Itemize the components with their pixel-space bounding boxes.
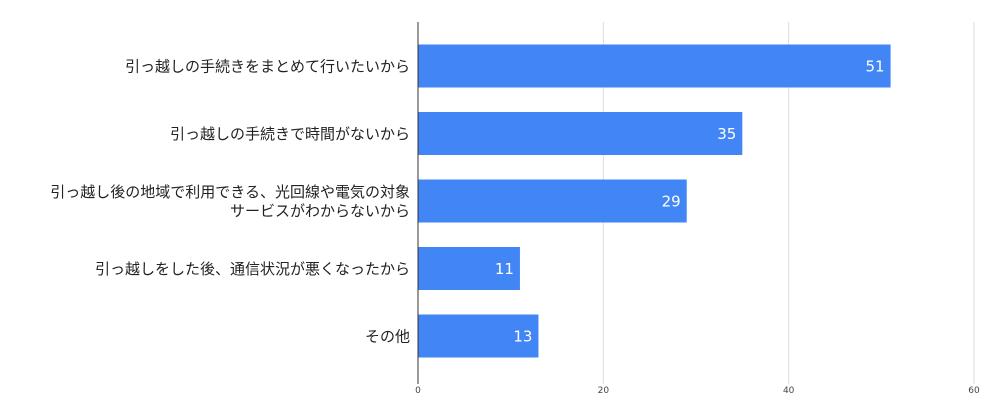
bar xyxy=(418,314,539,358)
x-axis-tick-labels: 0 20 40 60 xyxy=(415,386,980,396)
bar-value-label: 29 xyxy=(662,193,681,211)
bar xyxy=(418,44,891,88)
x-tick-label: 60 xyxy=(968,386,980,396)
bar xyxy=(418,112,743,155)
category-label: 引っ越しの手続きで時間がないから xyxy=(170,125,410,143)
bar xyxy=(418,179,687,223)
category-label-line: 引っ越しの手続きをまとめて行いたいから xyxy=(125,58,410,76)
category-label: 引っ越しの手続きをまとめて行いたいから xyxy=(125,58,410,76)
category-labels: 引っ越しの手続きをまとめて行いたいから引っ越しの手続きで時間がないから引っ越し後… xyxy=(50,58,410,346)
bar-value-label: 51 xyxy=(866,58,885,76)
category-label-line: 引っ越しの手続きで時間がないから xyxy=(170,125,410,143)
bars xyxy=(418,44,891,358)
bar xyxy=(418,247,520,290)
data-labels: 51 35 29 11 13 xyxy=(495,58,885,346)
x-tick-label: 40 xyxy=(783,386,795,396)
category-label-line: その他 xyxy=(365,328,410,346)
category-label-line: 引っ越しをした後、通信状況が悪くなったから xyxy=(95,260,410,278)
x-tick-label: 0 xyxy=(415,386,421,396)
category-label-line: 引っ越し後の地域で利用できる、光回線や電気の対象 xyxy=(50,183,410,201)
category-label: 引っ越し後の地域で利用できる、光回線や電気の対象サービスがわからないから xyxy=(50,183,410,220)
category-label: その他 xyxy=(365,328,410,346)
bar-value-label: 13 xyxy=(513,328,532,346)
x-tick-label: 20 xyxy=(598,386,610,396)
category-label: 引っ越しをした後、通信状況が悪くなったから xyxy=(95,260,410,278)
bar-value-label: 35 xyxy=(717,125,736,143)
category-label-line: サービスがわからないから xyxy=(230,202,410,220)
bar-value-label: 11 xyxy=(495,260,514,278)
